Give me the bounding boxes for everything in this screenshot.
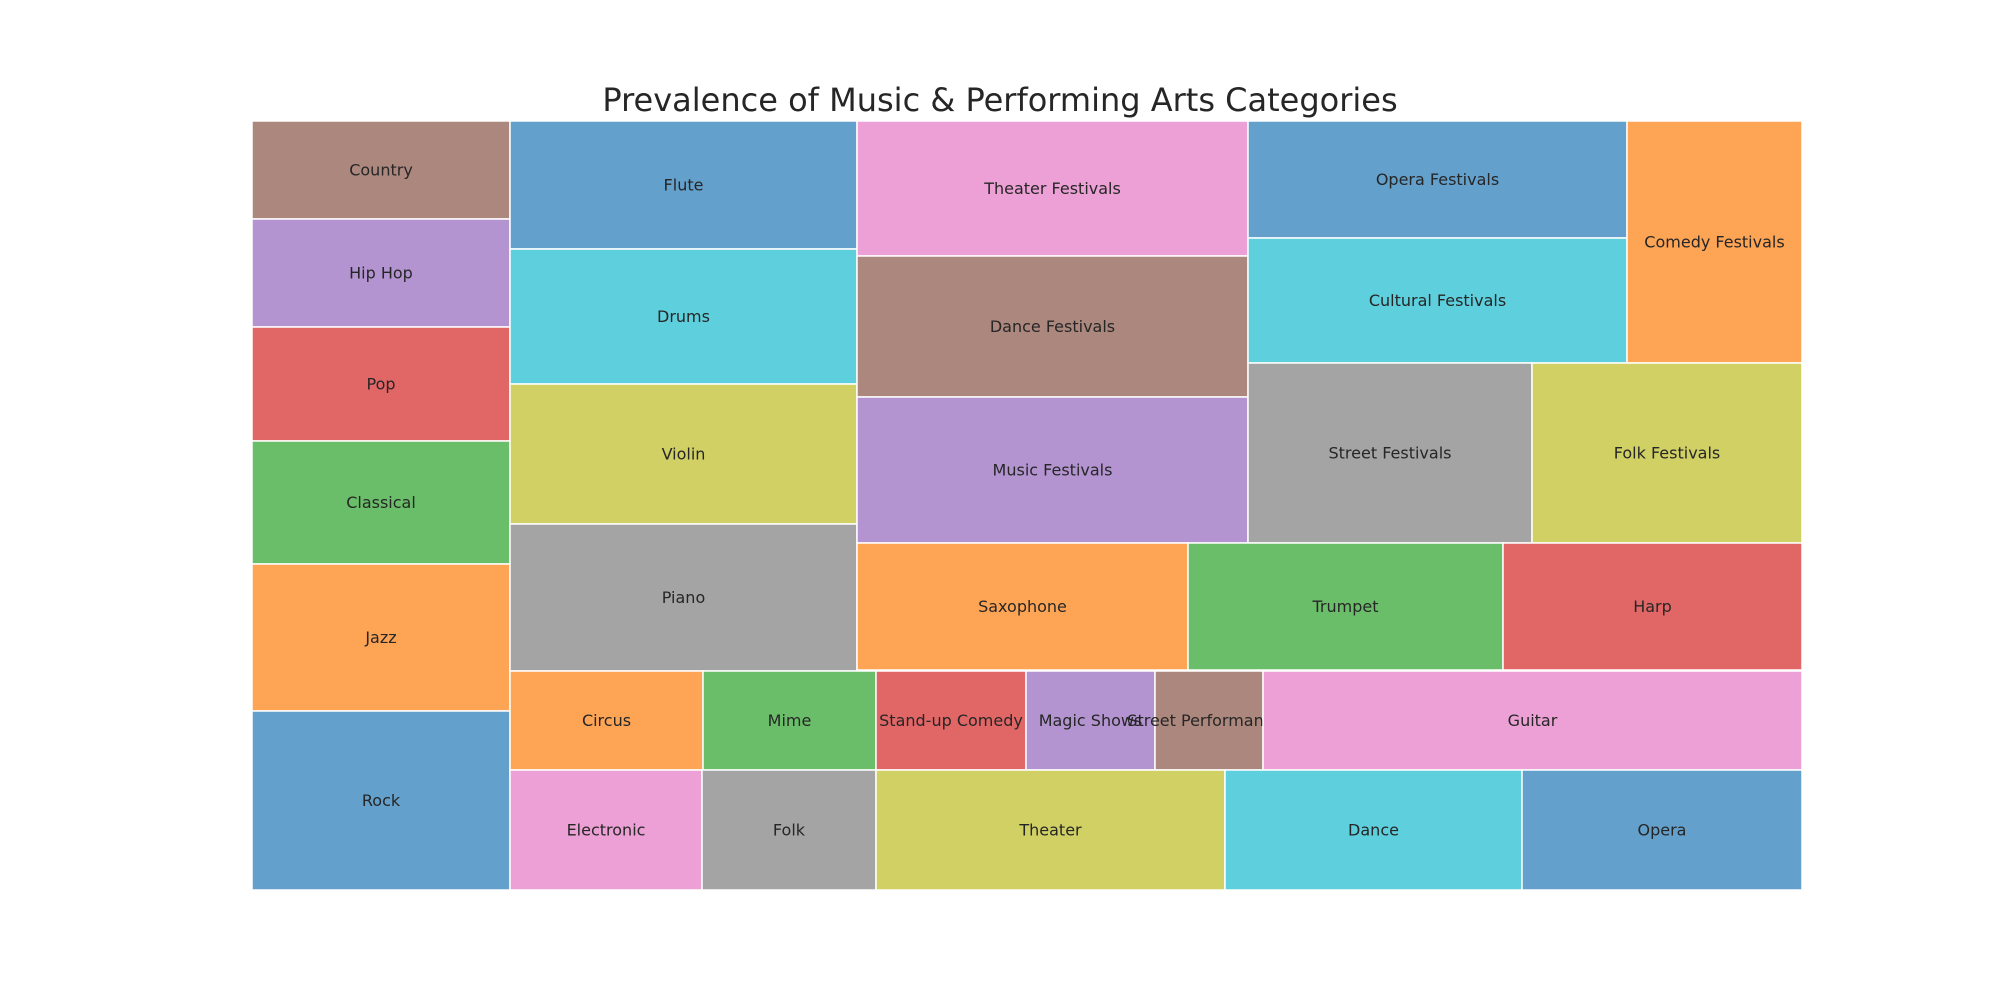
tile-label-magic-shows: Magic Shows [1039, 711, 1143, 730]
chart-title: Prevalence of Music & Performing Arts Ca… [602, 81, 1398, 119]
tile-label-cultural-festivals: Cultural Festivals [1369, 291, 1506, 310]
tile-theater [875, 769, 1226, 891]
tile-label-harp: Harp [1633, 597, 1672, 616]
tile-pop [251, 326, 511, 442]
tile-label-circus: Circus [582, 711, 631, 730]
tile-dance-festivals [856, 255, 1249, 398]
tile-label-opera-festivals: Opera Festivals [1376, 170, 1499, 189]
tile-label-electronic: Electronic [567, 821, 646, 840]
tile-label-violin: Violin [662, 445, 706, 464]
tile-label-piano: Piano [662, 588, 705, 607]
tile-hip-hop [251, 218, 511, 328]
tile-circus [509, 670, 704, 771]
tile-label-stand-up-comedy: Stand-up Comedy [879, 711, 1023, 730]
tile-label-guitar: Guitar [1508, 711, 1558, 730]
tile-electronic [509, 769, 703, 891]
tile-label-mime: Mime [768, 711, 812, 730]
tile-harp [1502, 542, 1803, 671]
tile-mime [702, 670, 877, 771]
tile-magic-shows [1025, 670, 1156, 771]
tile-label-theater: Theater [1018, 821, 1082, 840]
tile-country [251, 120, 511, 220]
tile-label-theater-festivals: Theater Festivals [983, 179, 1121, 198]
tile-label-comedy-festivals: Comedy Festivals [1644, 233, 1784, 252]
tile-saxophone [856, 542, 1189, 671]
tile-label-drums: Drums [657, 307, 710, 326]
tile-dance [1224, 769, 1523, 891]
tile-folk-festivals [1531, 362, 1803, 544]
tile-street-performances [1154, 670, 1264, 771]
tile-label-music-festivals: Music Festivals [993, 461, 1113, 480]
tile-label-street-festivals: Street Festivals [1329, 444, 1452, 463]
tile-label-opera: Opera [1638, 821, 1687, 840]
tile-rock [251, 710, 511, 891]
tile-folk [701, 769, 877, 891]
tile-label-saxophone: Saxophone [978, 597, 1067, 616]
tile-label-flute: Flute [664, 176, 704, 195]
tile-label-classical: Classical [346, 493, 416, 512]
tile-label-jazz: Jazz [364, 628, 396, 647]
tile-classical [251, 440, 511, 565]
tile-label-hip-hop: Hip Hop [349, 264, 413, 283]
tile-label-folk: Folk [773, 821, 806, 840]
tile-violin [509, 383, 858, 525]
tile-drums [509, 248, 858, 385]
tile-opera-festivals [1247, 120, 1628, 239]
tile-piano [509, 523, 858, 672]
tile-stand-up-comedy [875, 670, 1027, 771]
tile-label-country: Country [349, 161, 413, 180]
tile-opera [1521, 769, 1803, 891]
tile-label-pop: Pop [366, 375, 395, 394]
tile-cultural-festivals [1247, 237, 1628, 364]
tile-label-street-performances: Street Performances [1127, 711, 1290, 730]
tile-flute [509, 120, 858, 250]
tile-label-rock: Rock [362, 791, 401, 810]
tile-label-dance-festivals: Dance Festivals [990, 317, 1115, 336]
tile-label-dance: Dance [1348, 821, 1399, 840]
tile-trumpet [1187, 542, 1504, 671]
tile-label-folk-festivals: Folk Festivals [1614, 444, 1721, 463]
tile-label-trumpet: Trumpet [1312, 597, 1379, 616]
tile-street-festivals [1247, 362, 1533, 544]
tile-music-festivals [856, 396, 1249, 544]
tile-comedy-festivals [1626, 120, 1803, 364]
